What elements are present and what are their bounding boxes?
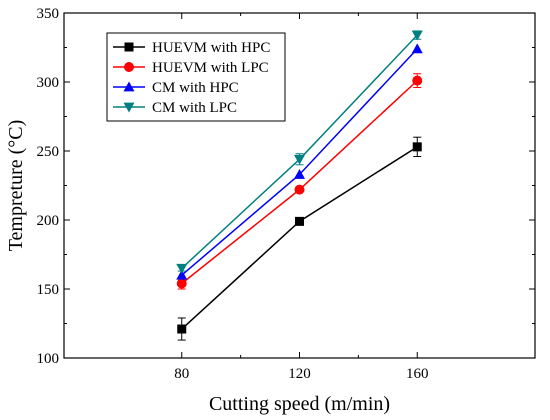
series-0: [177, 136, 422, 341]
data-point: [294, 154, 305, 165]
legend-label: CM with HPC: [152, 80, 239, 96]
chart-series: [176, 30, 423, 341]
plot-frame: [63, 12, 536, 359]
series-1: [176, 73, 423, 290]
legend-marker: [123, 102, 135, 113]
data-point: [176, 263, 188, 274]
y-tick-label: 300: [37, 75, 60, 91]
data-point: [176, 278, 187, 289]
data-point: [177, 324, 187, 334]
legend-entry: HUEVM with HPC: [113, 40, 270, 56]
x-axis-label: Cutting speed (m/min): [209, 393, 390, 415]
data-point: [294, 184, 305, 195]
legend-entry: CM with LPC: [113, 100, 237, 116]
y-tick-label: 200: [37, 213, 60, 229]
legend-entry: HUEVM with LPC: [113, 60, 269, 76]
x-tick-label: 80: [174, 366, 189, 382]
legend-label: CM with LPC: [152, 100, 237, 116]
x-tick-label: 120: [288, 366, 311, 382]
y-axis-label: Tempreture (°C): [5, 120, 27, 252]
y-tick-label: 150: [37, 282, 60, 298]
y-tick-label: 100: [37, 351, 60, 367]
data-point: [412, 75, 423, 86]
data-point: [176, 269, 188, 280]
data-point: [294, 168, 305, 179]
data-point: [411, 43, 423, 54]
y-tick-label: 250: [37, 144, 60, 160]
data-point: [295, 216, 304, 226]
series-2: [176, 43, 423, 280]
y-tick-label: 350: [37, 6, 60, 22]
legend-marker: [124, 42, 134, 52]
axis-ticks: 100 150 200 250 300 350 80 120 160: [37, 6, 535, 382]
data-point: [411, 30, 423, 41]
x-tick-label: 160: [406, 366, 429, 382]
legend-label: HUEVM with LPC: [152, 60, 269, 76]
legend-marker: [124, 62, 134, 72]
data-point: [412, 142, 422, 152]
legend: HUEVM with HPC HUEVM with LPC CM with HPC C…: [106, 32, 286, 122]
legend-marker: [123, 81, 135, 92]
legend-entry: CM with HPC: [113, 80, 239, 96]
legend-label: HUEVM with HPC: [152, 40, 270, 56]
series-3: [176, 30, 423, 274]
